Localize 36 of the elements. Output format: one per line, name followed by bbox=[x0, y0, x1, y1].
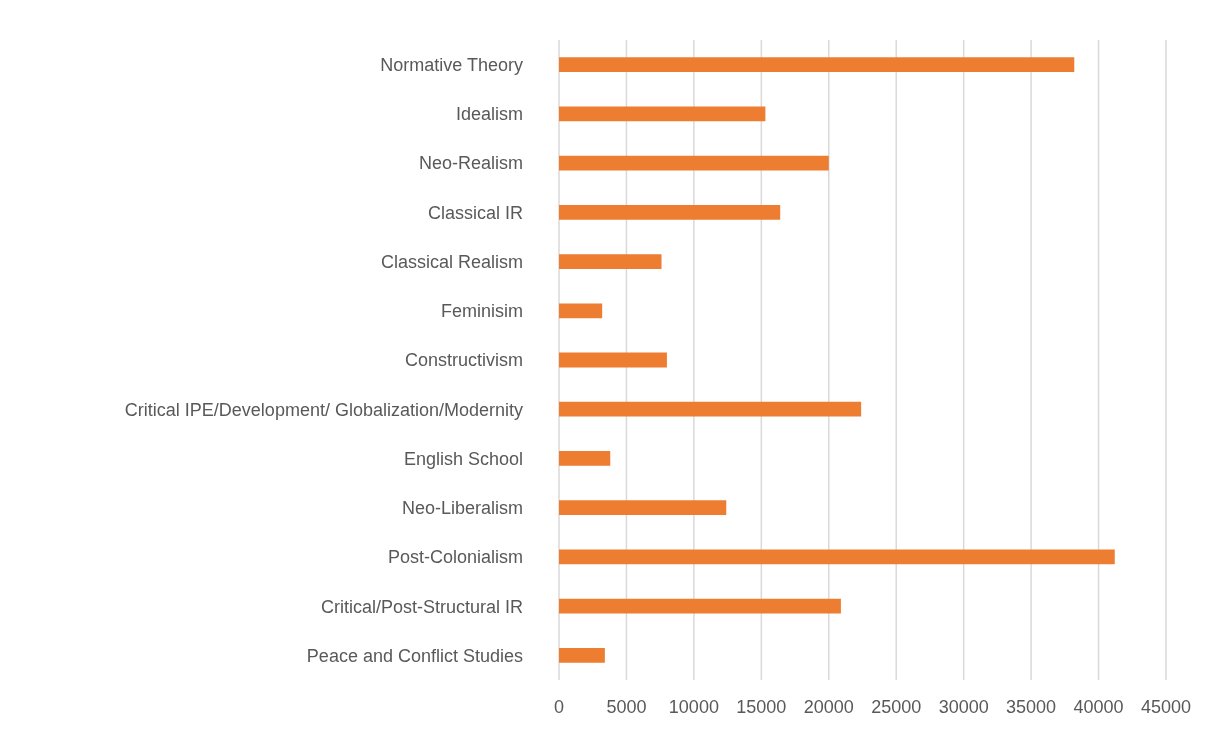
bar bbox=[559, 549, 1115, 565]
x-tick-label: 5000 bbox=[606, 696, 647, 717]
y-tick-label: Critical IPE/Development/ Globalization/Modernity bbox=[124, 399, 523, 420]
y-tick-label: Idealism bbox=[455, 104, 523, 125]
y-tick-label: Classical IR bbox=[427, 202, 523, 223]
x-tick-label: 30000 bbox=[938, 696, 989, 717]
x-tick-label: 10000 bbox=[668, 696, 719, 717]
y-tick-label: Classical Realism bbox=[380, 251, 523, 272]
x-tick-label: 35000 bbox=[1006, 696, 1057, 717]
bar bbox=[559, 155, 829, 171]
x-tick-label: 25000 bbox=[871, 696, 922, 717]
bar bbox=[559, 598, 841, 614]
y-tick-label: Constructivism bbox=[404, 350, 523, 371]
y-tick-label: Normative Theory bbox=[380, 55, 523, 76]
y-tick-label: Neo-Realism bbox=[418, 153, 523, 174]
y-tick-label: Post-Colonialism bbox=[387, 547, 523, 568]
y-tick-label: English School bbox=[403, 448, 523, 469]
bar bbox=[559, 648, 605, 663]
bar bbox=[559, 451, 611, 466]
x-tick-label: 20000 bbox=[803, 696, 854, 717]
bar bbox=[559, 352, 667, 368]
bar bbox=[559, 204, 781, 220]
x-tick-label: 40000 bbox=[1073, 696, 1124, 717]
x-tick-label: 15000 bbox=[736, 696, 787, 717]
bar bbox=[559, 57, 1075, 72]
y-tick-label: Neo-Liberalism bbox=[401, 498, 523, 519]
y-tick-label: Peace and Conflict Studies bbox=[306, 645, 523, 666]
y-tick-label: Critical/Post-Structural IR bbox=[320, 596, 523, 617]
bar bbox=[559, 106, 766, 122]
x-tick-label: 45000 bbox=[1140, 696, 1192, 717]
bar bbox=[559, 401, 862, 417]
bar bbox=[559, 500, 727, 516]
x-tick-label: 0 bbox=[553, 696, 565, 717]
bar bbox=[559, 303, 603, 319]
y-tick-label: Feminisim bbox=[440, 301, 523, 322]
bar bbox=[559, 254, 662, 269]
